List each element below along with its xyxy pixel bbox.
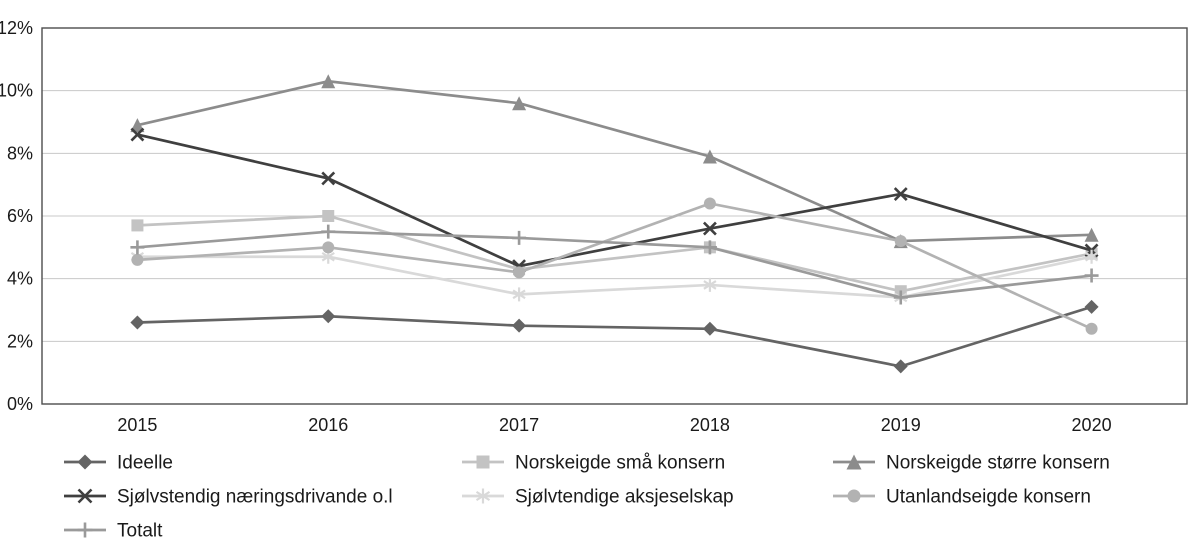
series-ideelle [130,299,1099,374]
circle-marker [322,241,335,254]
x-tick-label: 2018 [690,415,730,435]
circle-marker [1085,322,1098,335]
x-tick-label: 2016 [308,415,348,435]
legend-label: Sjølvtendige aksjeselskap [515,487,734,508]
legend-label: Norskeigde større konsern [886,453,1110,474]
diamond-marker [1084,299,1099,314]
series-line [137,202,1093,331]
y-tick-label: 2% [7,331,33,351]
series-line [137,255,1092,299]
series-line [137,133,1092,268]
y-tick-label: 0% [7,394,33,414]
diamond-marker [321,309,336,324]
triangle-marker [702,149,717,164]
circle-marker [131,253,144,266]
plus-marker [77,522,93,538]
circle-marker [703,197,716,210]
triangle-marker [130,118,145,133]
square-marker [476,455,490,469]
triangle-marker [1084,227,1099,242]
x-marker [130,127,145,142]
diamond-marker [130,315,145,330]
diamond-marker [702,321,717,336]
x-tick-label: 2015 [117,415,157,435]
series-utanlandseigde-konsern [131,197,1098,335]
asterisk-marker [512,287,526,302]
plus-marker [321,224,336,239]
legend-item-norskeigde-små-konsern: Norskeigde små konsern [462,453,725,474]
legend-item-norskeigde-større-konsern: Norskeigde større konsern [833,453,1110,474]
y-tick-label: 4% [7,269,33,289]
series-line [137,230,1092,299]
y-tick-label: 10% [0,81,33,101]
square-marker [131,219,144,232]
legend-item-totalt: Totalt [64,521,163,542]
legend-item-ideelle: Ideelle [64,453,173,474]
plus-marker [702,240,717,255]
y-tick-label: 12% [0,18,33,38]
x-tick-label: 2017 [499,415,539,435]
legend-item-sjølvtendige-aksjeselskap: Sjølvtendige aksjeselskap [462,487,734,508]
diamond-marker [77,454,93,470]
legend: Ideelle Norskeigde små konsern Norskeigde … [64,453,1110,542]
y-tick-label: 8% [7,143,33,163]
legend-label: Totalt [117,521,163,542]
series-norskeigde-små-konsern [131,210,1098,298]
legend-label: Norskeigde små konsern [515,453,725,474]
asterisk-marker [1084,249,1099,264]
circle-marker [513,266,526,279]
x-marker [702,221,717,236]
plus-marker [130,240,145,255]
x-tick-label: 2020 [1072,415,1112,435]
circle-marker [894,235,907,248]
legend-item-utanlandseigde-konsern: Utanlandseigde konsern [833,487,1091,508]
legend-label: Sjølvstendig næringsdrivande o.l [117,487,393,508]
x-marker [893,187,908,201]
x-marker [77,488,93,504]
series-line [137,79,1092,243]
circle-marker [847,489,861,503]
x-marker [321,171,336,186]
plus-marker [1084,268,1099,283]
asterisk-marker [703,277,717,292]
series-norskeigde-større-konsern [130,74,1099,249]
diamond-marker [893,359,908,374]
legend-label: Ideelle [117,453,173,474]
series-totalt [130,224,1099,305]
triangle-marker [321,74,336,89]
triangle-marker [846,454,862,470]
y-tick-label: 6% [7,206,33,226]
plus-marker [512,230,527,245]
legend-item-sjølvstendig-næringsdrivande-o-l: Sjølvstendig næringsdrivande o.l [64,487,393,508]
series-line [137,305,1092,368]
plus-marker [893,290,908,305]
x-tick-label: 2019 [881,415,921,435]
legend-label: Utanlandseigde konsern [886,487,1091,508]
square-marker [322,210,335,222]
series-line [137,214,1092,293]
triangle-marker [512,96,527,111]
diamond-marker [512,318,527,333]
asterisk-marker [475,488,491,504]
plot-border [41,27,1188,405]
